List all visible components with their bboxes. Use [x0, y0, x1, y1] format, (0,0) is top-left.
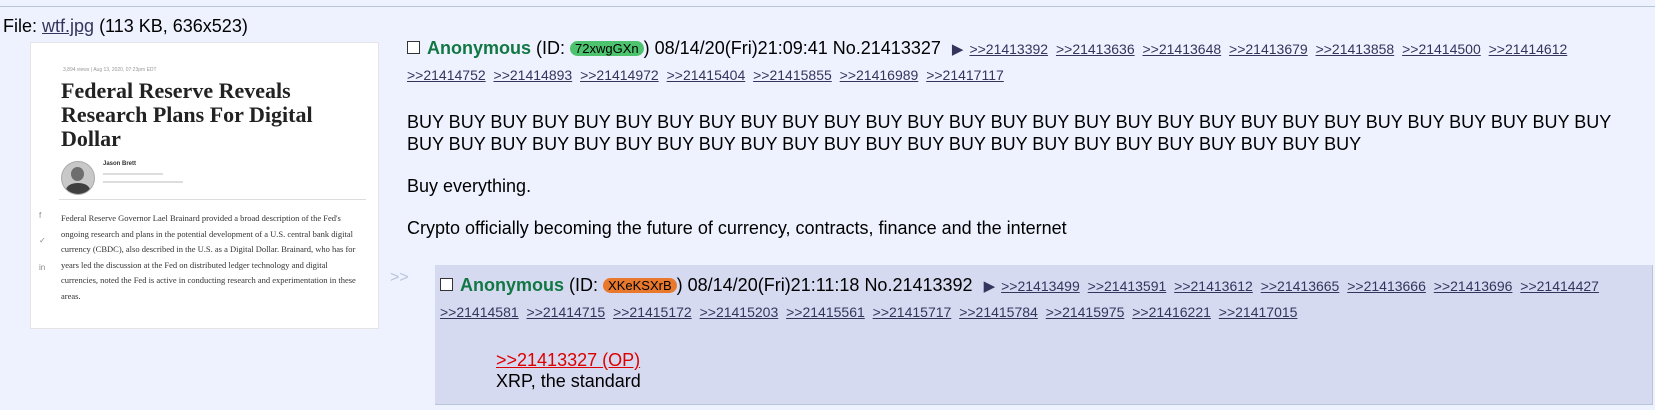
op-id-suffix: ): [643, 38, 650, 58]
backlink[interactable]: >>21413858: [1315, 41, 1395, 57]
linkedin-icon: in: [39, 263, 46, 272]
op-select-checkbox[interactable]: [407, 40, 420, 54]
backlink[interactable]: >>21415172: [613, 304, 692, 320]
backlink[interactable]: >>21415784: [959, 304, 1038, 320]
twitter-icon: ✓: [39, 236, 46, 245]
op-id-prefix: (ID:: [536, 38, 571, 58]
backlink[interactable]: >>21413612: [1174, 278, 1253, 294]
op-post-number[interactable]: No.21413327: [832, 38, 941, 58]
thumbnail-meta: 3,894 views | Aug 13, 2020, 07:23pm EDT: [63, 67, 157, 73]
quote-link[interactable]: >>21413327 (OP): [496, 350, 641, 370]
backlink[interactable]: >>21413392: [969, 41, 1049, 57]
backlink[interactable]: >>21414972: [580, 67, 659, 83]
reply-side-arrows: >>: [390, 269, 409, 286]
backlink[interactable]: >>21414427: [1520, 278, 1599, 294]
post-thumbnail[interactable]: 3,894 views | Aug 13, 2020, 07:23pm EDT …: [30, 42, 379, 329]
backlink[interactable]: >>21413636: [1055, 41, 1135, 57]
backlink[interactable]: >>21413648: [1142, 41, 1222, 57]
op-backlinks: >>21413392 >>21413636 >>21413648 >>21413…: [407, 41, 1571, 83]
author-subline: [103, 173, 163, 175]
op-message: BUY BUY BUY BUY BUY BUY BUY BUY BUY BUY …: [407, 111, 1647, 239]
reply-id-prefix: (ID:: [569, 275, 604, 295]
backlink[interactable]: >>21414752: [407, 67, 486, 83]
thumbnail-divider: [59, 199, 366, 200]
top-divider: [0, 6, 1655, 7]
thumbnail-body: Federal Reserve Governor Lael Brainard p…: [61, 213, 356, 301]
backlink[interactable]: >>21414500: [1402, 41, 1481, 57]
op-post-header: Anonymous (ID: 72xwgGXn) 08/14/20(Fri)21…: [407, 36, 1647, 87]
backlink[interactable]: >>21415975: [1045, 304, 1125, 320]
facebook-icon: f: [39, 211, 42, 220]
thumbnail-author: Jason Brett: [103, 161, 137, 167]
op-message-line: BUY BUY BUY BUY BUY BUY BUY BUY BUY BUY …: [407, 112, 1611, 154]
backlink[interactable]: >>21415203: [699, 304, 779, 320]
file-prefix: File:: [3, 16, 43, 36]
reply-datetime: 08/14/20(Fri)21:11:18: [687, 275, 860, 295]
reply-select-checkbox[interactable]: [440, 277, 453, 291]
backlink[interactable]: >>21417015: [1218, 304, 1298, 320]
reply-message-text: XRP, the standard: [496, 371, 641, 391]
backlink[interactable]: >>21413666: [1347, 278, 1426, 294]
op-poster-name: Anonymous: [427, 38, 532, 58]
backlink[interactable]: >>21415561: [786, 304, 865, 320]
backlink[interactable]: >>21416989: [839, 67, 919, 83]
op-post: Anonymous (ID: 72xwgGXn) 08/14/20(Fri)21…: [407, 36, 1647, 239]
reply-poster-id[interactable]: XKeKSXrB: [603, 277, 677, 293]
file-meta: (113 KB, 636x523): [99, 16, 248, 36]
file-info: File: wtf.jpg (113 KB, 636x523): [3, 16, 248, 37]
backlink[interactable]: >>21413696: [1433, 278, 1513, 294]
backlink[interactable]: >>21413591: [1087, 278, 1167, 294]
author-avatar: [61, 161, 95, 195]
thumbnail-headline: Federal Reserve Reveals Research Plans F…: [61, 78, 313, 151]
op-message-line: Buy everything.: [407, 176, 532, 196]
reply-backlinks: >>21413499 >>21413591 >>21413612 >>21413…: [440, 278, 1603, 320]
author-subline: [103, 181, 183, 183]
reply-poster-name: Anonymous: [460, 275, 565, 295]
backlink[interactable]: >>21414715: [526, 304, 606, 320]
backlink[interactable]: >>21414612: [1488, 41, 1568, 57]
reply-post: Anonymous (ID: XKeKSXrB) 08/14/20(Fri)21…: [435, 265, 1653, 405]
backlink[interactable]: >>21415855: [753, 67, 832, 83]
backlink[interactable]: >>21415717: [872, 304, 952, 320]
op-datetime: 08/14/20(Fri)21:09:41: [654, 38, 828, 58]
op-message-line: Crypto officially becoming the future of…: [407, 218, 1067, 238]
backlink[interactable]: >>21414581: [440, 304, 519, 320]
op-menu-arrow-icon[interactable]: ▶: [951, 41, 964, 58]
backlink[interactable]: >>21416221: [1132, 304, 1211, 320]
op-poster-id[interactable]: 72xwgGXn: [570, 40, 644, 56]
file-link[interactable]: wtf.jpg: [42, 16, 95, 36]
reply-message: >>21413327 (OP) XRP, the standard: [496, 350, 1652, 392]
backlink[interactable]: >>21417117: [926, 67, 1004, 83]
backlink[interactable]: >>21413665: [1260, 278, 1340, 294]
backlink[interactable]: >>21413679: [1229, 41, 1308, 57]
reply-post-header: Anonymous (ID: XKeKSXrB) 08/14/20(Fri)21…: [440, 273, 1652, 324]
backlink[interactable]: >>21415404: [666, 67, 746, 83]
backlink[interactable]: >>21413499: [1001, 278, 1080, 294]
reply-post-number[interactable]: No.21413392: [864, 275, 973, 295]
reply-id-suffix: ): [676, 275, 683, 295]
reply-menu-arrow-icon[interactable]: ▶: [983, 278, 996, 295]
backlink[interactable]: >>21414893: [493, 67, 573, 83]
